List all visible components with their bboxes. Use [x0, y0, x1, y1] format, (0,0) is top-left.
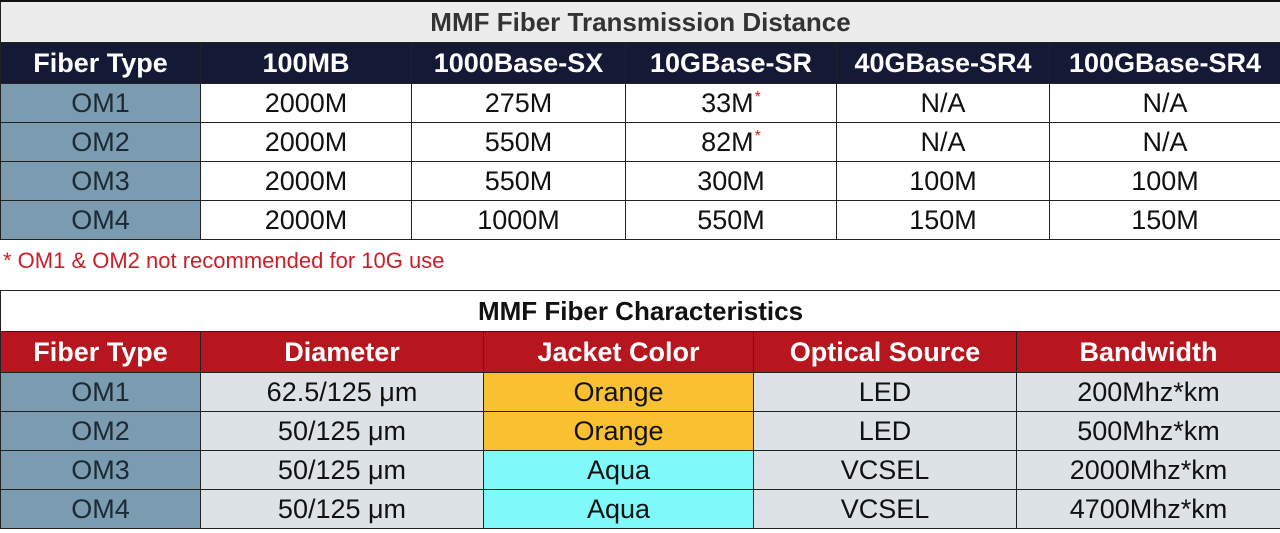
cell-1000base-sx: 550M [411, 161, 626, 201]
fiber-type-cell: OM3 [0, 161, 201, 201]
cell-10gbase-sr: 82M* [625, 122, 837, 162]
cell-100mb: 2000M [200, 83, 412, 123]
cell-10gbase-sr: 300M [625, 161, 837, 201]
cell-1000base-sx: 1000M [411, 200, 626, 240]
col-header-100mb: 100MB [200, 42, 412, 84]
cell-10gbase-sr-value: 300M [697, 165, 765, 196]
cell-10gbase-sr-value: 550M [697, 204, 765, 235]
characteristics-header-row: Fiber Type Diameter Jacket Color Optical… [0, 331, 1280, 373]
cell-10gbase-sr: 550M [625, 200, 837, 240]
fiber-type-cell: OM3 [0, 450, 201, 490]
cell-1000base-sx: 275M [411, 83, 626, 123]
footnote: * OM1 & OM2 not recommended for 10G use [3, 248, 445, 273]
cell-jacket-color: Aqua [483, 489, 754, 529]
table-row: OM3 50/125 μm Aqua VCSEL 2000Mhz*km [0, 450, 1280, 490]
table-row: OM4 50/125 μm Aqua VCSEL 4700Mhz*km [0, 489, 1280, 529]
col-header-40gbase-sr4: 40GBase-SR4 [836, 42, 1050, 84]
cell-optical-source: VCSEL [753, 450, 1017, 490]
col-header-bandwidth: Bandwidth [1016, 331, 1280, 373]
cell-optical-source: LED [753, 411, 1017, 451]
cell-100gbase-sr4: N/A [1048, 83, 1280, 123]
cell-10gbase-sr-value: 33M [701, 87, 754, 118]
cell-jacket-color: Orange [483, 372, 754, 412]
cell-bandwidth: 500Mhz*km [1016, 411, 1280, 451]
cell-diameter: 50/125 μm [200, 489, 484, 529]
cell-40gbase-sr4: 100M [836, 161, 1050, 201]
cell-optical-source: VCSEL [753, 489, 1017, 529]
cell-40gbase-sr4: N/A [836, 122, 1050, 162]
col-header-100gbase-sr4: 100GBase-SR4 [1048, 42, 1280, 84]
footnote-marker: * [754, 127, 761, 145]
cell-100mb: 2000M [200, 122, 412, 162]
cell-100gbase-sr4: 150M [1048, 200, 1280, 240]
cell-100mb: 2000M [200, 161, 412, 201]
cell-1000base-sx: 550M [411, 122, 626, 162]
fiber-type-cell: OM2 [0, 411, 201, 451]
cell-diameter: 50/125 μm [200, 411, 484, 451]
cell-40gbase-sr4: N/A [836, 83, 1050, 123]
col-header-diameter: Diameter [200, 331, 484, 373]
col-header-fiber-type: Fiber Type [0, 331, 201, 373]
col-header-jacket-color: Jacket Color [483, 331, 754, 373]
cell-40gbase-sr4: 150M [836, 200, 1050, 240]
cell-jacket-color: Orange [483, 411, 754, 451]
cell-10gbase-sr-value: 82M [701, 126, 754, 157]
cell-100gbase-sr4: 100M [1048, 161, 1280, 201]
table-row: OM3 2000M 550M 300M 100M 100M [0, 161, 1280, 201]
cell-bandwidth: 200Mhz*km [1016, 372, 1280, 412]
cell-10gbase-sr: 33M* [625, 83, 837, 123]
transmission-distance-table: MMF Fiber Transmission Distance Fiber Ty… [0, 0, 1280, 240]
col-header-optical-source: Optical Source [753, 331, 1017, 373]
fiber-type-cell: OM2 [0, 122, 201, 162]
col-header-fiber-type: Fiber Type [0, 42, 201, 84]
cell-jacket-color: Aqua [483, 450, 754, 490]
cell-bandwidth: 4700Mhz*km [1016, 489, 1280, 529]
table-row: OM1 2000M 275M 33M* N/A N/A [0, 83, 1280, 123]
cell-optical-source: LED [753, 372, 1017, 412]
table-row: OM2 2000M 550M 82M* N/A N/A [0, 122, 1280, 162]
col-header-1000base-sx: 1000Base-SX [411, 42, 626, 84]
table-row: OM4 2000M 1000M 550M 150M 150M [0, 200, 1280, 240]
table-row: OM2 50/125 μm Orange LED 500Mhz*km [0, 411, 1280, 451]
fiber-type-cell: OM4 [0, 200, 201, 240]
col-header-10gbase-sr: 10GBase-SR [625, 42, 837, 84]
characteristics-table: MMF Fiber Characteristics Fiber Type Dia… [0, 290, 1280, 529]
footnote-marker: * [754, 88, 761, 106]
characteristics-table-title: MMF Fiber Characteristics [0, 290, 1280, 332]
table-row: OM1 62.5/125 μm Orange LED 200Mhz*km [0, 372, 1280, 412]
cell-100mb: 2000M [200, 200, 412, 240]
cell-diameter: 62.5/125 μm [200, 372, 484, 412]
cell-diameter: 50/125 μm [200, 450, 484, 490]
fiber-type-cell: OM1 [0, 83, 201, 123]
cell-100gbase-sr4: N/A [1048, 122, 1280, 162]
fiber-type-cell: OM4 [0, 489, 201, 529]
fiber-type-cell: OM1 [0, 372, 201, 412]
distance-table-title: MMF Fiber Transmission Distance [0, 0, 1280, 43]
distance-header-row: Fiber Type 100MB 1000Base-SX 10GBase-SR … [0, 42, 1280, 84]
cell-bandwidth: 2000Mhz*km [1016, 450, 1280, 490]
